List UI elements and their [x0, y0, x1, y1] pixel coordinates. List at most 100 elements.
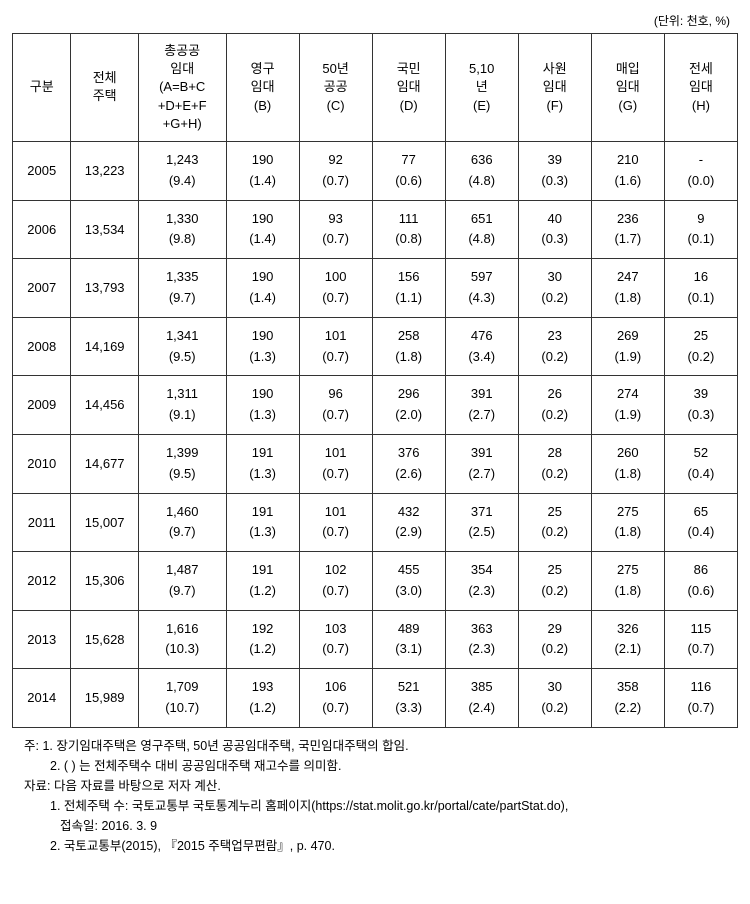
cell-year: 2007: [13, 259, 71, 318]
cell-g: 210(1.6): [591, 141, 664, 200]
cell-total: 14,169: [71, 317, 138, 376]
header-employee-rental: 사원임대(F): [518, 34, 591, 142]
cell-b: 190(1.4): [226, 259, 299, 318]
cell-h: 116(0.7): [664, 669, 737, 728]
cell-f: 30(0.2): [518, 259, 591, 318]
cell-g: 275(1.8): [591, 552, 664, 611]
notes-section: 주: 1. 장기임대주택은 영구주택, 50년 공공임대주택, 국민임대주택의 …: [12, 736, 738, 856]
note-line: 주: 1. 장기임대주택은 영구주택, 50년 공공임대주택, 국민임대주택의 …: [24, 736, 738, 756]
cell-b: 191(1.3): [226, 493, 299, 552]
cell-f: 39(0.3): [518, 141, 591, 200]
cell-g: 275(1.8): [591, 493, 664, 552]
cell-e: 651(4.8): [445, 200, 518, 259]
cell-c: 92(0.7): [299, 141, 372, 200]
table-row: 200814,1691,341(9.5)190(1.3)101(0.7)258(…: [13, 317, 738, 376]
cell-c: 106(0.7): [299, 669, 372, 728]
cell-total: 15,007: [71, 493, 138, 552]
cell-total: 15,989: [71, 669, 138, 728]
cell-e: 636(4.8): [445, 141, 518, 200]
cell-c: 103(0.7): [299, 610, 372, 669]
cell-total: 13,793: [71, 259, 138, 318]
cell-d: 296(2.0): [372, 376, 445, 435]
cell-c: 101(0.7): [299, 317, 372, 376]
table-row: 201215,3061,487(9.7)191(1.2)102(0.7)455(…: [13, 552, 738, 611]
cell-year: 2014: [13, 669, 71, 728]
cell-d: 77(0.6): [372, 141, 445, 200]
cell-c: 101(0.7): [299, 493, 372, 552]
header-50year-public: 50년공공(C): [299, 34, 372, 142]
cell-g: 260(1.8): [591, 434, 664, 493]
cell-h: 115(0.7): [664, 610, 737, 669]
cell-h: 39(0.3): [664, 376, 737, 435]
cell-c: 101(0.7): [299, 434, 372, 493]
cell-g: 269(1.9): [591, 317, 664, 376]
cell-total: 13,223: [71, 141, 138, 200]
cell-d: 521(3.3): [372, 669, 445, 728]
cell-year: 2010: [13, 434, 71, 493]
header-purchase-rental: 매입임대(G): [591, 34, 664, 142]
cell-f: 23(0.2): [518, 317, 591, 376]
cell-a: 1,616(10.3): [138, 610, 226, 669]
cell-f: 25(0.2): [518, 552, 591, 611]
cell-e: 391(2.7): [445, 376, 518, 435]
cell-e: 354(2.3): [445, 552, 518, 611]
header-5-10-year: 5,10년(E): [445, 34, 518, 142]
cell-a: 1,243(9.4): [138, 141, 226, 200]
header-national-rental: 국민임대(D): [372, 34, 445, 142]
cell-total: 15,628: [71, 610, 138, 669]
cell-h: 86(0.6): [664, 552, 737, 611]
cell-h: 25(0.2): [664, 317, 737, 376]
table-row: 201415,9891,709(10.7)193(1.2)106(0.7)521…: [13, 669, 738, 728]
cell-year: 2009: [13, 376, 71, 435]
cell-g: 236(1.7): [591, 200, 664, 259]
cell-f: 25(0.2): [518, 493, 591, 552]
header-row: 구분 전체주택 총공공임대(A=B+C+D+E+F+G+H) 영구임대(B) 5…: [13, 34, 738, 142]
cell-d: 432(2.9): [372, 493, 445, 552]
cell-total: 13,534: [71, 200, 138, 259]
cell-c: 96(0.7): [299, 376, 372, 435]
cell-b: 190(1.4): [226, 200, 299, 259]
cell-e: 597(4.3): [445, 259, 518, 318]
header-total-public-rental: 총공공임대(A=B+C+D+E+F+G+H): [138, 34, 226, 142]
cell-b: 190(1.3): [226, 317, 299, 376]
cell-e: 371(2.5): [445, 493, 518, 552]
cell-g: 247(1.8): [591, 259, 664, 318]
cell-f: 26(0.2): [518, 376, 591, 435]
cell-b: 192(1.2): [226, 610, 299, 669]
cell-f: 29(0.2): [518, 610, 591, 669]
cell-total: 14,677: [71, 434, 138, 493]
cell-e: 363(2.3): [445, 610, 518, 669]
cell-a: 1,709(10.7): [138, 669, 226, 728]
cell-g: 358(2.2): [591, 669, 664, 728]
cell-h: 52(0.4): [664, 434, 737, 493]
cell-a: 1,311(9.1): [138, 376, 226, 435]
table-row: 201115,0071,460(9.7)191(1.3)101(0.7)432(…: [13, 493, 738, 552]
cell-total: 15,306: [71, 552, 138, 611]
cell-h: 65(0.4): [664, 493, 737, 552]
header-total-housing: 전체주택: [71, 34, 138, 142]
cell-a: 1,487(9.7): [138, 552, 226, 611]
table-row: 200613,5341,330(9.8)190(1.4)93(0.7)111(0…: [13, 200, 738, 259]
table-row: 201315,6281,616(10.3)192(1.2)103(0.7)489…: [13, 610, 738, 669]
cell-b: 190(1.4): [226, 141, 299, 200]
source-line: 접속일: 2016. 3. 9: [24, 816, 738, 836]
cell-f: 30(0.2): [518, 669, 591, 728]
cell-f: 40(0.3): [518, 200, 591, 259]
cell-year: 2006: [13, 200, 71, 259]
cell-h: 16(0.1): [664, 259, 737, 318]
cell-g: 274(1.9): [591, 376, 664, 435]
cell-c: 100(0.7): [299, 259, 372, 318]
header-permanent-rental: 영구임대(B): [226, 34, 299, 142]
source-line: 자료: 다음 자료를 바탕으로 저자 계산.: [24, 776, 738, 796]
cell-f: 28(0.2): [518, 434, 591, 493]
cell-b: 190(1.3): [226, 376, 299, 435]
cell-d: 455(3.0): [372, 552, 445, 611]
cell-b: 191(1.3): [226, 434, 299, 493]
table-body: 200513,2231,243(9.4)190(1.4)92(0.7)77(0.…: [13, 141, 738, 727]
cell-year: 2012: [13, 552, 71, 611]
cell-d: 258(1.8): [372, 317, 445, 376]
cell-b: 191(1.2): [226, 552, 299, 611]
cell-e: 391(2.7): [445, 434, 518, 493]
cell-h: -(0.0): [664, 141, 737, 200]
data-table: 구분 전체주택 총공공임대(A=B+C+D+E+F+G+H) 영구임대(B) 5…: [12, 33, 738, 728]
